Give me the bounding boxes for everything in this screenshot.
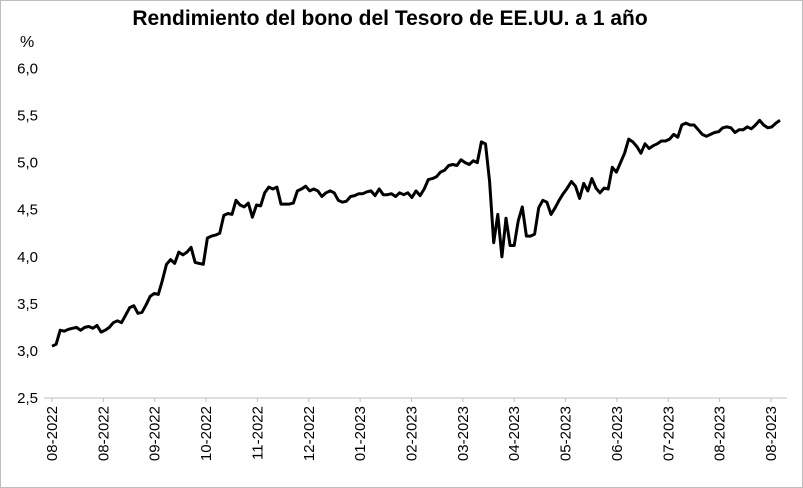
y-tick-label: 5,0 (17, 155, 38, 172)
x-tick-label: 08-2022 (44, 406, 61, 461)
x-tick-label: 08-2023 (712, 406, 729, 461)
y-tick-label: 6,0 (17, 61, 38, 78)
x-tick-label: 09-2022 (147, 406, 164, 461)
y-tick-label: 5,5 (17, 108, 38, 125)
x-tick-label: 04-2023 (506, 406, 523, 461)
series-line (51, 118, 781, 348)
x-tick-label: 12-2022 (301, 406, 318, 461)
y-tick-label: 2,5 (17, 390, 38, 407)
x-tick-label: 02-2023 (404, 406, 421, 461)
x-tick-label: 06-2023 (609, 406, 626, 461)
x-tick-label: 01-2023 (352, 406, 369, 461)
y-tick-label: 4,0 (17, 249, 38, 266)
x-tick-label: 10-2022 (198, 406, 215, 461)
x-tick-label: 08-2022 (95, 406, 112, 461)
x-tick-label: 05-2023 (558, 406, 575, 461)
y-tick-label: 4,5 (17, 202, 38, 219)
y-axis-unit-label: % (20, 34, 35, 51)
x-tick-label: 03-2023 (455, 406, 472, 461)
x-tick-label: 11-2022 (249, 406, 266, 460)
x-tick-label: 07-2023 (660, 406, 677, 461)
x-tick-label: 08-2023 (763, 406, 780, 461)
chart-title: Rendimiento del bono del Tesoro de EE.UU… (132, 7, 648, 30)
y-tick-label: 3,5 (17, 296, 38, 313)
y-tick-label: 3,0 (17, 343, 38, 360)
